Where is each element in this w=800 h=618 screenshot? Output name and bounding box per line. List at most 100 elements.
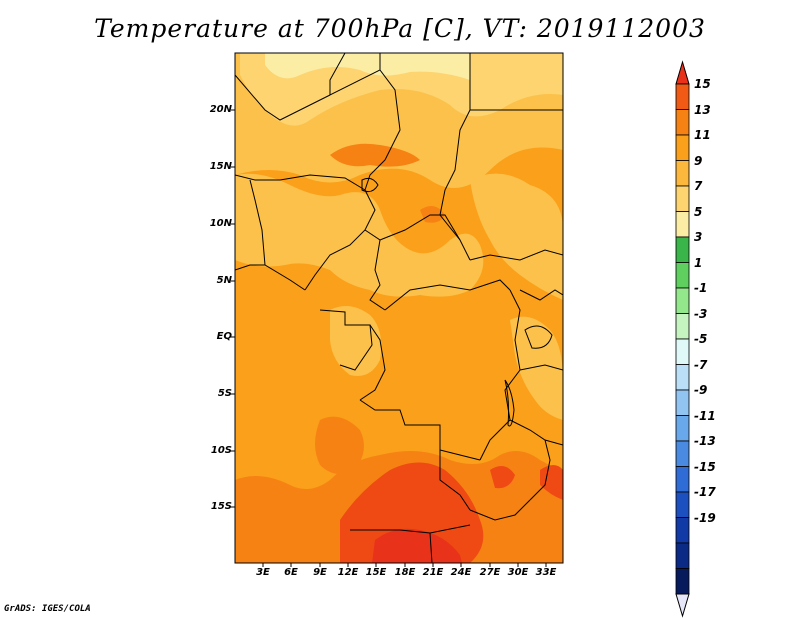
colorbar-label: 3 (694, 230, 703, 244)
colorbar-label: 5 (694, 204, 703, 219)
temperature-field (235, 53, 563, 563)
border-benin (249, 179, 266, 266)
border-algeria-niger (235, 74, 331, 121)
field-sahel-11 (330, 143, 420, 167)
border-angola-namibia (350, 524, 471, 534)
border-congo (359, 324, 386, 401)
colorbar-label: 15 (694, 77, 711, 91)
border-drc-angola (359, 399, 481, 461)
colorbar-label: 7 (694, 179, 703, 193)
border-car-chad (379, 214, 461, 241)
axis-ticks (231, 109, 547, 567)
colorbar-swatch (675, 185, 690, 212)
lon-label-9e: 9E (313, 567, 327, 578)
lon-label-6e: 6E (284, 567, 298, 578)
colorbar-swatch (675, 568, 690, 595)
map-title: Temperature at 700hPa [C], VT: 201911200… (94, 14, 706, 43)
border-namibia-botswana (429, 532, 433, 563)
colorbar-label: -19 (694, 510, 716, 525)
lat-label-10n: 10N (209, 218, 232, 229)
border-sudan-ssudan (469, 249, 563, 261)
lon-label-15e: 15E (365, 567, 387, 578)
border-car-south (384, 279, 511, 311)
colorbar-swatch (675, 134, 690, 161)
lat-label-5s: 5S (217, 388, 232, 399)
lake-chad (361, 177, 379, 193)
lon-label-33e: 33E (535, 567, 557, 578)
colorbar-cap-bottom (675, 593, 690, 618)
lon-label-27e: 27E (479, 567, 501, 578)
border-cameroon-car (364, 229, 386, 311)
colorbar-swatch (675, 262, 690, 289)
border-kenya-uganda (519, 289, 563, 301)
colorbar-label: 9 (694, 153, 703, 168)
colorbar-swatch (675, 389, 690, 416)
border-malawi (529, 439, 551, 501)
colorbar-label: -1 (694, 281, 708, 295)
field-east-7 (470, 173, 563, 300)
border-nigeria-cameroon (304, 189, 376, 291)
colorbar-swatch (675, 287, 690, 314)
colorbar-label: -3 (694, 306, 708, 321)
border-zambia-zim (469, 499, 531, 521)
border-drc-east (479, 289, 521, 461)
field-angola-11 (315, 416, 364, 474)
colorbar-swatch (675, 109, 690, 136)
lon-label-30e: 30E (507, 567, 529, 578)
lake-tanganyika (504, 379, 515, 427)
lon-label-12e: 12E (337, 567, 359, 578)
colorbar-swatch (675, 211, 690, 238)
field-north-3 (265, 53, 470, 80)
lon-label-24e: 24E (450, 567, 472, 578)
coast-westafrica (235, 264, 306, 291)
colorbar-swatch (675, 313, 690, 340)
colorbar-label: -13 (694, 434, 716, 448)
colorbar-swatch (675, 542, 690, 569)
field-hot-13 (340, 462, 484, 563)
border-uganda-tanzania (519, 364, 563, 371)
colorbar-label: 13 (694, 102, 711, 117)
map-frame (234, 52, 564, 564)
field-congo-7 (330, 306, 382, 376)
lon-label-3e: 3E (256, 567, 270, 578)
field-east-13 (490, 466, 515, 489)
country-borders (235, 53, 563, 563)
colorbar-label: -17 (694, 485, 716, 499)
colorbar-swatch (675, 364, 690, 391)
field-chad-11 (420, 206, 445, 223)
lat-label-20n: 20N (209, 104, 232, 115)
lon-label-18e: 18E (394, 567, 416, 578)
colorbar-swatch (675, 440, 690, 467)
border-angola-zambia (439, 450, 471, 511)
colorbar-swatch (675, 517, 690, 544)
colorbar-swatch (675, 415, 690, 442)
field-hot-15 (372, 528, 462, 563)
colorbar-label: -5 (694, 332, 708, 346)
colorbar-swatch (675, 83, 690, 110)
colorbar-swatch (675, 491, 690, 518)
lat-label-15n: 15N (209, 161, 232, 172)
field-northeast-5 (470, 53, 563, 84)
colorbar-cap-top (675, 60, 690, 85)
lat-label-eq: EQ (216, 331, 232, 342)
colorbar-label: -7 (694, 357, 708, 372)
border-niger-chad (364, 69, 401, 191)
colorbar-swatch (675, 160, 690, 187)
colorbar-label: 11 (694, 128, 711, 142)
colorbar-swatch (675, 338, 690, 365)
lat-label-5n: 5N (216, 275, 232, 286)
lake-victoria (524, 325, 553, 349)
colorbar-label: 1 (694, 255, 703, 270)
lat-label-15s: 15S (210, 501, 232, 512)
grads-credit: GrADS: IGES/COLA (4, 604, 91, 614)
colorbar-label: -15 (694, 459, 716, 474)
border-tanzania-south (509, 419, 563, 446)
field-east-africa-7 (510, 316, 563, 420)
lon-label-21e: 21E (422, 567, 444, 578)
border-nigeria-niger (235, 174, 366, 191)
colorbar-label: -9 (694, 383, 708, 397)
colorbar (675, 60, 690, 618)
field-moz-13 (540, 465, 563, 500)
lat-label-10s: 10S (210, 445, 232, 456)
